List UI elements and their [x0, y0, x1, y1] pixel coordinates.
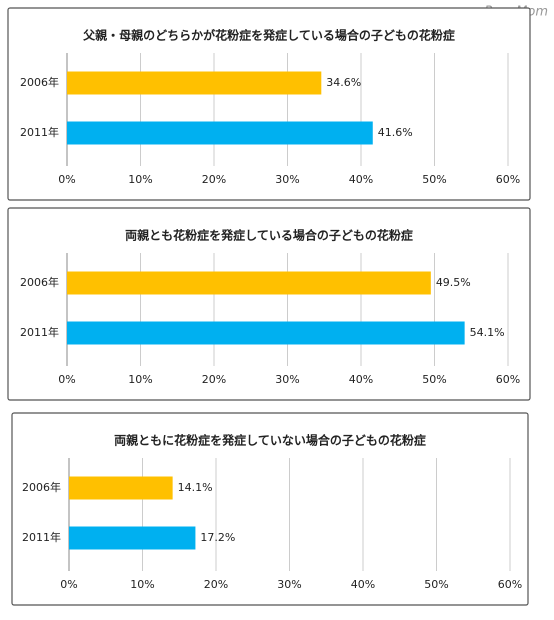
value-label: 49.5%	[436, 276, 471, 289]
x-tick-label: 40%	[349, 173, 373, 186]
x-tick-label: 30%	[277, 578, 301, 591]
bar	[69, 526, 196, 550]
x-tick-label: 50%	[424, 578, 448, 591]
x-tick-label: 0%	[58, 173, 75, 186]
chart-title: 両親ともに花粉症を発症していない場合の子どもの花粉症	[114, 433, 426, 448]
panel	[11, 412, 529, 606]
panel	[7, 7, 531, 201]
x-tick-label: 0%	[58, 373, 75, 386]
value-label: 17.2%	[200, 531, 235, 544]
panel	[7, 207, 531, 401]
x-tick-label: 50%	[422, 373, 446, 386]
y-tick-label: 2006年	[22, 480, 61, 494]
bar	[67, 271, 431, 295]
y-tick-label: 2011年	[22, 530, 61, 544]
x-tick-label: 40%	[351, 578, 375, 591]
x-tick-label: 20%	[202, 173, 226, 186]
x-tick-label: 40%	[349, 373, 373, 386]
bar	[69, 476, 173, 500]
chart-title: 両親とも花粉症を発症している場合の子どもの花粉症	[125, 228, 413, 243]
x-tick-label: 60%	[496, 173, 520, 186]
x-tick-label: 10%	[128, 373, 152, 386]
value-label: 14.1%	[178, 481, 213, 494]
y-tick-label: 2006年	[20, 275, 59, 289]
x-tick-label: 60%	[498, 578, 522, 591]
x-tick-label: 10%	[130, 578, 154, 591]
value-label: 34.6%	[326, 76, 361, 89]
x-tick-label: 50%	[422, 173, 446, 186]
x-tick-label: 20%	[202, 373, 226, 386]
y-tick-label: 2006年	[20, 75, 59, 89]
bar	[67, 71, 322, 95]
x-tick-label: 30%	[275, 173, 299, 186]
bar	[67, 121, 373, 145]
x-tick-label: 20%	[204, 578, 228, 591]
chart-title: 父親・母親のどちらかが花粉症を発症している場合の子どもの花粉症	[82, 28, 455, 43]
value-label: 41.6%	[378, 126, 413, 139]
bar	[67, 321, 465, 345]
x-tick-label: 0%	[60, 578, 77, 591]
y-tick-label: 2011年	[20, 325, 59, 339]
x-tick-label: 60%	[496, 373, 520, 386]
x-tick-label: 30%	[275, 373, 299, 386]
value-label: 54.1%	[470, 326, 505, 339]
y-tick-label: 2011年	[20, 125, 59, 139]
x-tick-label: 10%	[128, 173, 152, 186]
